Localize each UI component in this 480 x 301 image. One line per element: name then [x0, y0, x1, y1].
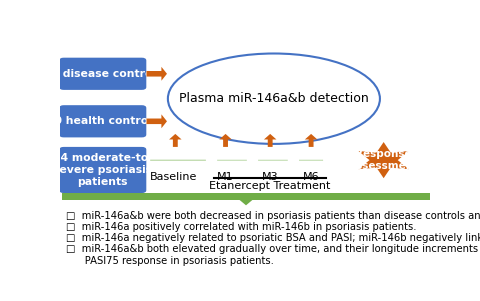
Text: Baseline: Baseline — [150, 172, 197, 182]
Text: M6: M6 — [303, 172, 319, 182]
Text: 80 health controls: 80 health controls — [47, 116, 158, 126]
Text: 84 moderate-to-
severe psoriasis
patients: 84 moderate-to- severe psoriasis patient… — [53, 154, 153, 187]
Text: PASI75 response in psoriasis patients.: PASI75 response in psoriasis patients. — [66, 256, 274, 265]
Text: Etanercept Treatment: Etanercept Treatment — [209, 181, 331, 191]
Text: □  miR-146a positively correlated with miR-146b in psoriasis patients.: □ miR-146a positively correlated with mi… — [66, 222, 416, 232]
FancyBboxPatch shape — [59, 147, 146, 193]
Bar — [62, 193, 430, 200]
FancyBboxPatch shape — [59, 58, 146, 90]
Text: M3: M3 — [262, 172, 278, 182]
Text: Plasma miR-146a&b detection: Plasma miR-146a&b detection — [179, 92, 369, 105]
Text: 80 disease controls: 80 disease controls — [44, 69, 162, 79]
Text: □  miR-146a&b both elevated gradually over time, and their longitude increments : □ miR-146a&b both elevated gradually ove… — [66, 244, 480, 254]
Text: M1: M1 — [217, 172, 234, 182]
FancyBboxPatch shape — [59, 105, 146, 137]
Polygon shape — [359, 142, 409, 178]
Ellipse shape — [168, 54, 380, 144]
Text: Response
assessment: Response assessment — [349, 149, 418, 171]
Text: □  miR-146a negatively related to psoriatic BSA and PASI; miR-146b negatively li: □ miR-146a negatively related to psoriat… — [66, 233, 480, 243]
Text: □  miR-146a&b were both decreased in psoriasis patients than disease controls an: □ miR-146a&b were both decreased in psor… — [66, 211, 480, 221]
